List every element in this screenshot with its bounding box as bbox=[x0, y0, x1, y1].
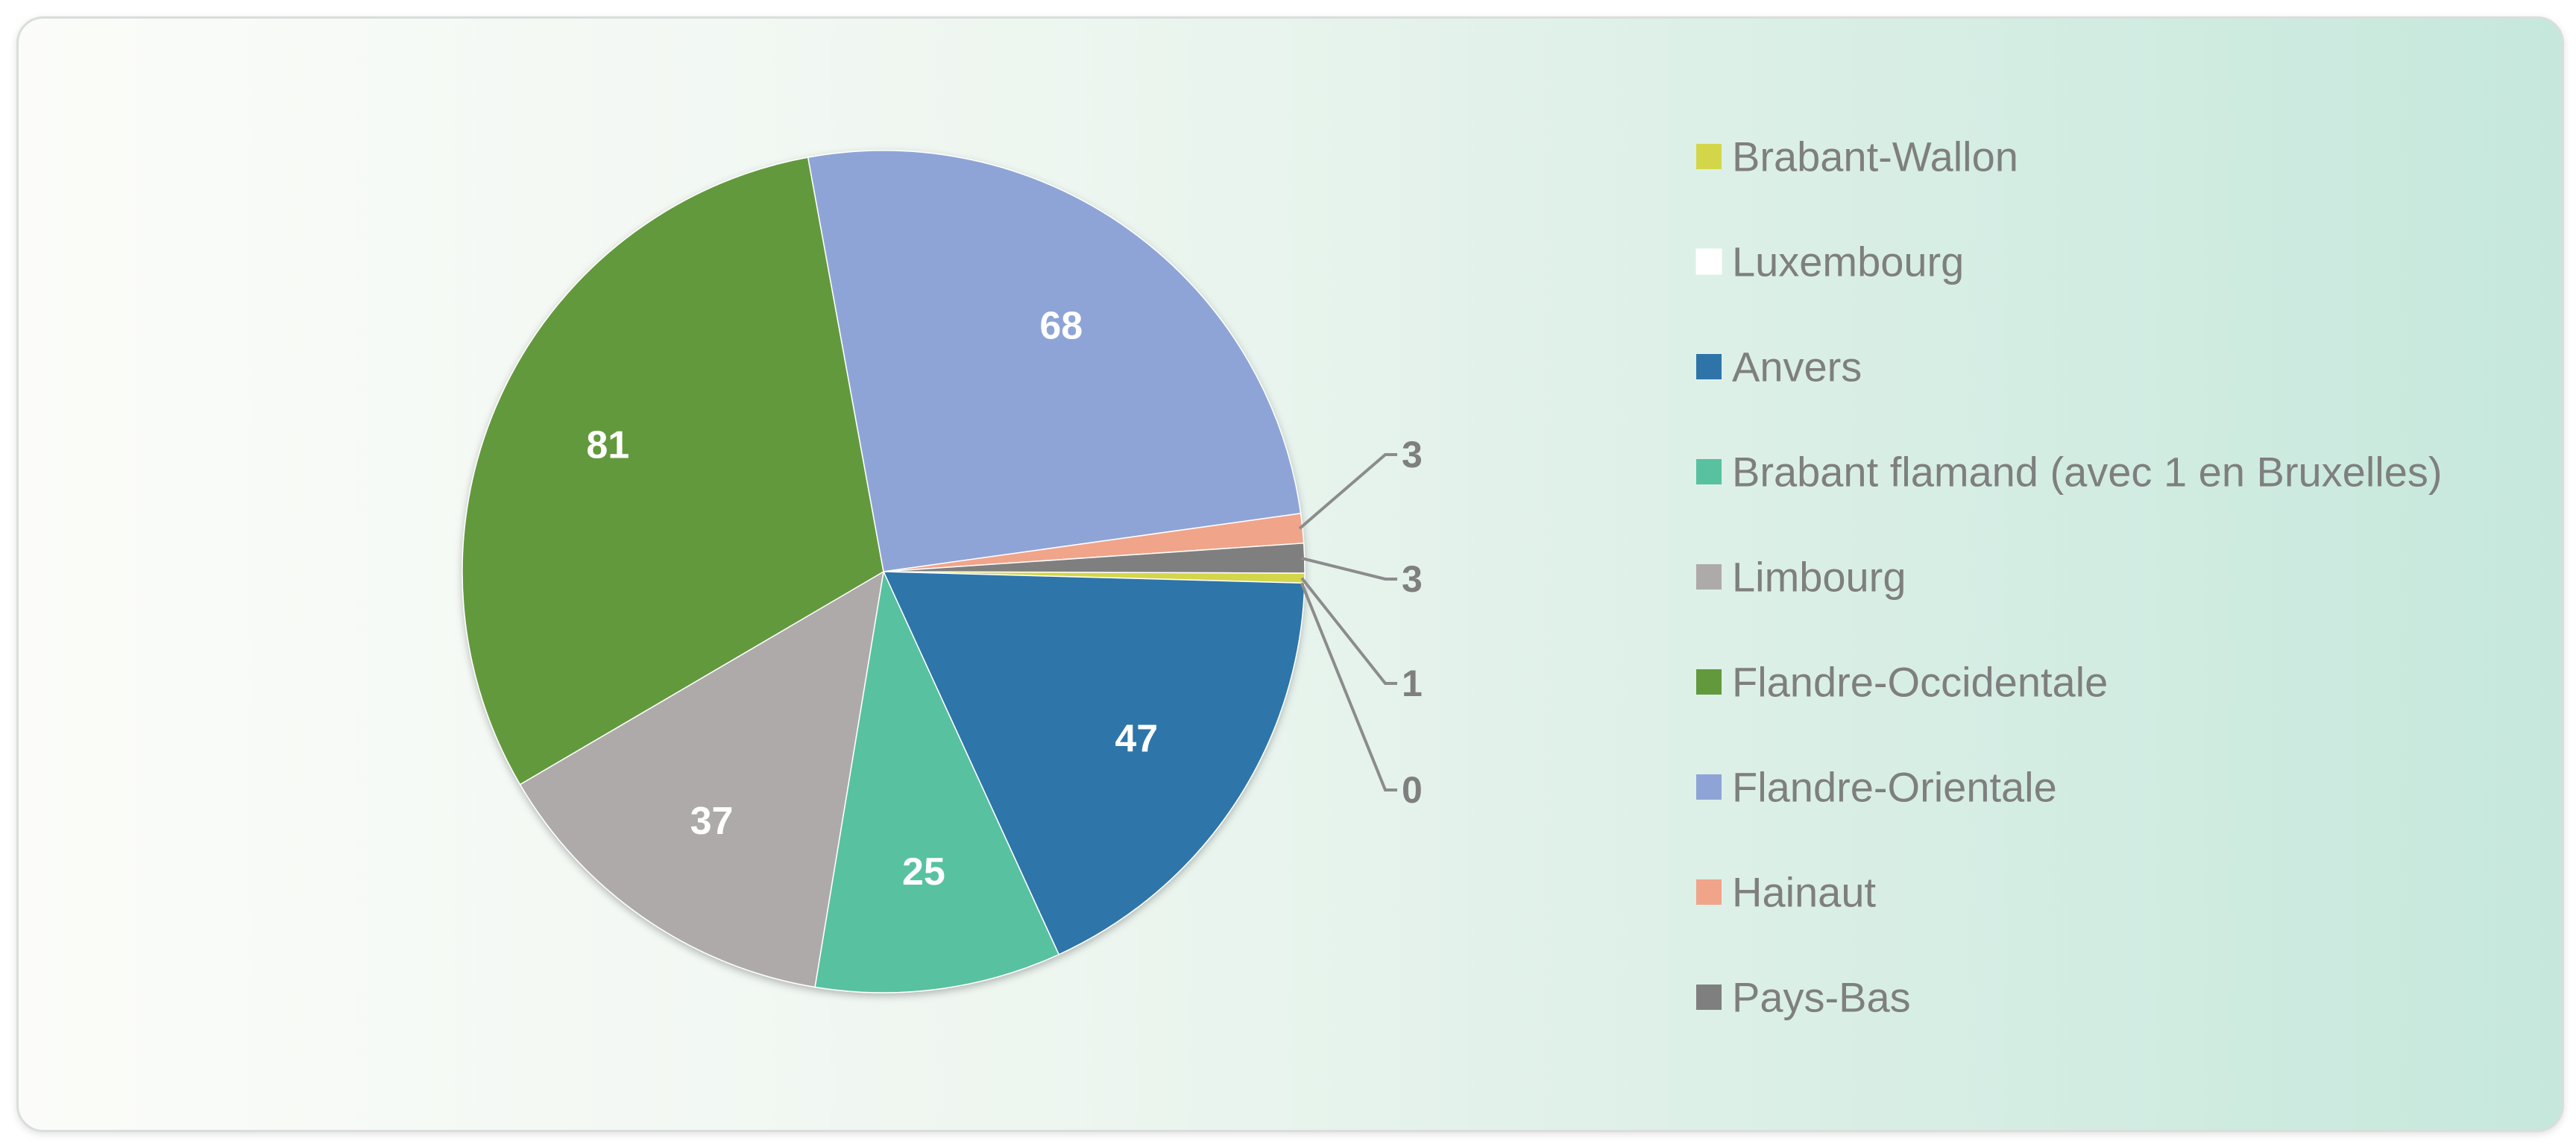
legend-label-flandre-occidentale: Flandre-Occidentale bbox=[1732, 659, 2108, 706]
legend-swatch-luxembourg bbox=[1695, 248, 1722, 275]
legend-label-brabant-flamand-avec-1-en-bruxelles: Brabant flamand (avec 1 en Bruxelles) bbox=[1732, 449, 2443, 496]
legend-swatch-pays-bas bbox=[1696, 985, 1722, 1010]
data-label-brabant-flamand-avec-1-en-bruxelles: 25 bbox=[902, 850, 945, 894]
pie-slices bbox=[462, 150, 1306, 993]
legend-swatch-brabant-wallon bbox=[1696, 144, 1722, 169]
chart-frame: 1 0 47 25 37 81 68 3 3 Brabant-Wallon Luxembourg A… bbox=[16, 16, 2564, 1132]
legend: Brabant-Wallon Luxembourg Anvers Brabant fl… bbox=[1695, 133, 2443, 1021]
data-label-brabant-wallon: 1 bbox=[1402, 663, 1423, 704]
legend-item-flandre-orientale: Flandre-Orientale bbox=[1696, 764, 2057, 811]
legend-item-brabant-wallon: Brabant-Wallon bbox=[1696, 133, 2018, 180]
legend-item-flandre-occidentale: Flandre-Occidentale bbox=[1696, 659, 2108, 706]
legend-swatch-limbourg bbox=[1696, 564, 1722, 590]
legend-swatch-anvers bbox=[1696, 354, 1722, 379]
leader-lines bbox=[1298, 453, 1397, 791]
legend-swatch-flandre-orientale bbox=[1696, 774, 1722, 800]
pie-slice-flandre-occidentale bbox=[462, 157, 884, 786]
data-label-flandre-orientale: 68 bbox=[1039, 304, 1083, 347]
legend-label-brabant-wallon: Brabant-Wallon bbox=[1732, 133, 2018, 180]
pie-slice-flandre-orientale bbox=[807, 150, 1302, 572]
legend-label-pays-bas: Pays-Bas bbox=[1732, 974, 1911, 1021]
legend-item-anvers: Anvers bbox=[1696, 344, 1862, 391]
legend-label-flandre-orientale: Flandre-Orientale bbox=[1732, 764, 2057, 811]
legend-item-limbourg: Limbourg bbox=[1696, 554, 1906, 601]
data-label-flandre-occidentale: 81 bbox=[586, 423, 629, 467]
legend-item-hainaut: Hainaut bbox=[1696, 869, 1876, 916]
leader-line-pays-bas bbox=[1301, 557, 1397, 581]
pie-slice-brabant-flamand-avec-1-en-bruxelles bbox=[814, 569, 1060, 993]
data-label-luxembourg: 0 bbox=[1402, 769, 1423, 811]
legend-label-limbourg: Limbourg bbox=[1732, 554, 1906, 601]
legend-item-brabant-flamand-avec-1-en-bruxelles: Brabant flamand (avec 1 en Bruxelles) bbox=[1696, 449, 2443, 496]
data-label-pays-bas: 3 bbox=[1402, 558, 1423, 600]
leader-line-hainaut bbox=[1298, 453, 1397, 530]
data-label-hainaut: 3 bbox=[1402, 434, 1423, 475]
legend-label-anvers: Anvers bbox=[1732, 344, 1862, 391]
data-label-anvers: 47 bbox=[1115, 717, 1158, 760]
legend-swatch-hainaut bbox=[1696, 879, 1722, 905]
leader-line-brabant-wallon bbox=[1300, 577, 1397, 685]
legend-label-hainaut: Hainaut bbox=[1732, 869, 1876, 916]
legend-item-luxembourg: Luxembourg bbox=[1695, 238, 1964, 285]
leader-line-luxembourg bbox=[1300, 582, 1397, 791]
pie-slice-anvers bbox=[882, 571, 1306, 955]
pie-chart: 1 0 47 25 37 81 68 3 3 Brabant-Wallon Luxembourg A… bbox=[462, 133, 2443, 1021]
legend-swatch-brabant-flamand-avec-1-en-bruxelles bbox=[1696, 459, 1722, 484]
legend-label-luxembourg: Luxembourg bbox=[1732, 238, 1964, 285]
legend-swatch-flandre-occidentale bbox=[1696, 669, 1722, 695]
pie-slice-limbourg bbox=[519, 570, 885, 988]
data-labels: 1 0 47 25 37 81 68 3 3 bbox=[586, 304, 1422, 894]
data-label-limbourg: 37 bbox=[690, 800, 734, 843]
legend-item-pays-bas: Pays-Bas bbox=[1696, 974, 1911, 1021]
